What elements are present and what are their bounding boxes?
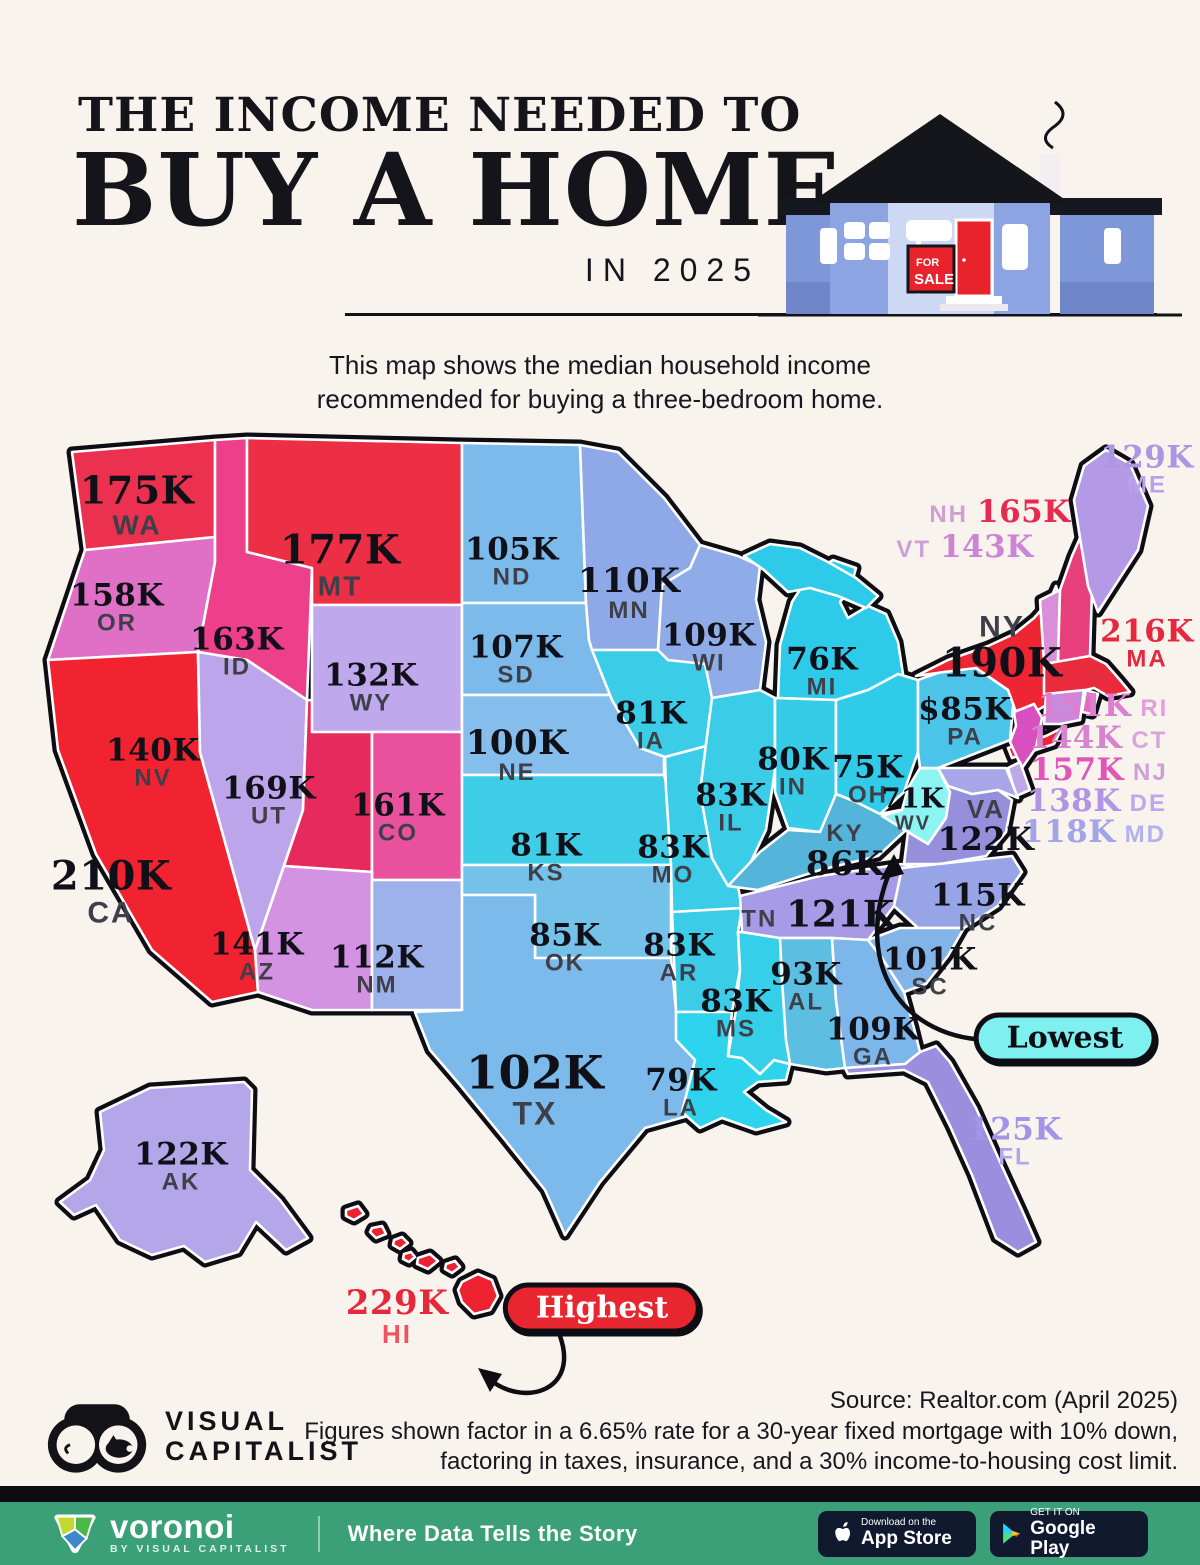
footer-black-strip: [0, 1486, 1200, 1502]
google-play-badge-top: GET IT ON: [1030, 1507, 1080, 1519]
state-shape-in: [773, 696, 838, 834]
google-play-icon: [1003, 1523, 1021, 1544]
state-shape-nc: [892, 854, 1024, 930]
app-store-badge[interactable]: Download on the App Store: [818, 1510, 976, 1557]
voronoi-brand: voronoi BY VISUAL CAPITALIST: [52, 1507, 290, 1556]
state-shape-nj: [1008, 702, 1044, 770]
lowest-callout: Lowest: [973, 1012, 1157, 1064]
source-notes: Source: Realtor.com (April 2025) Figures…: [258, 1386, 1178, 1478]
smoke-icon: [1044, 100, 1065, 150]
voronoi-byline: BY VISUAL CAPITALIST: [110, 1543, 290, 1556]
page-title-year: IN 2025: [584, 252, 760, 288]
state-shape-wa: [70, 438, 217, 552]
state-shape-nm: [370, 878, 464, 1012]
footer-tagline: Where Data Tells the Story: [347, 1520, 638, 1546]
for-sale-sign: [906, 244, 956, 294]
method-line2: factoring in taxes, insurance, and a 30%…: [440, 1448, 1178, 1476]
state-shape-co: [370, 730, 464, 882]
source-line: Source: Realtor.com (April 2025): [829, 1387, 1178, 1414]
header-divider: [345, 313, 1157, 316]
front-door: [954, 218, 994, 298]
state-shape-ak: [58, 1080, 310, 1264]
state-shape-tx: [413, 893, 700, 1237]
state-shape-hi: [368, 1224, 388, 1240]
state-shape-nd: [460, 441, 588, 605]
state-shape-hi: [415, 1252, 440, 1271]
voronoi-logo-icon: [54, 1513, 96, 1553]
state-shape-az: [253, 864, 374, 1012]
page-title-line2: BUY A HOME: [72, 131, 841, 249]
state-shape-ky: [726, 792, 908, 892]
state-shape-sc: [866, 926, 966, 994]
vc-logo-line1: VISUAL: [165, 1406, 289, 1437]
state-shape-wi: [656, 543, 768, 700]
state-shape-mi: [742, 542, 880, 610]
app-store-badge-top: Download on the: [861, 1517, 937, 1529]
map-subtitle: This map shows the median household inco…: [316, 350, 884, 415]
svg-text:FOR: FOR: [916, 257, 939, 269]
vc-logo-line2: CAPITALIST: [165, 1436, 362, 1466]
state-shape-ar: [670, 906, 744, 1014]
footer-bar: voronoi BY VISUAL CAPITALIST Where Data …: [0, 1502, 1200, 1565]
house-illustration: FOR SALE: [758, 100, 1182, 317]
visual-capitalist-logo: VISUAL CAPITALIST: [45, 1398, 362, 1476]
state-shape-hi: [456, 1272, 500, 1316]
callout-arrows: [478, 854, 987, 1396]
state-shape-hi: [401, 1250, 417, 1264]
binoculars-pig-icon: [47, 1404, 147, 1473]
google-play-badge[interactable]: GET IT ON Google Play: [990, 1507, 1148, 1559]
state-shape-ks: [460, 773, 673, 867]
method-line1: Figures shown factor in a 6.65% rate for…: [304, 1417, 1178, 1445]
state-shape-ct: [1042, 688, 1086, 726]
highest-arrowhead-icon: [478, 1368, 502, 1392]
state-shape-fl: [843, 1044, 1038, 1254]
svg-text:SALE: SALE: [914, 271, 954, 288]
lowest-arrowhead-icon: [880, 854, 904, 880]
page-title-line1: THE INCOME NEEDED TO: [78, 88, 802, 143]
state-shape-me: [1072, 448, 1150, 614]
state-shape-hi: [391, 1235, 410, 1251]
voronoi-wordmark: voronoi: [110, 1507, 235, 1545]
state-shape-md: [936, 766, 1020, 800]
state-shape-or: [46, 535, 217, 662]
state-shape-hi: [443, 1259, 462, 1275]
footer-divider: [317, 1515, 320, 1552]
state-shape-wy: [310, 603, 464, 734]
google-play-badge-bottom: Google Play: [1030, 1517, 1096, 1559]
highest-callout: Highest: [502, 1282, 702, 1334]
apple-icon: [835, 1521, 851, 1541]
state-shape-hi: [344, 1204, 366, 1222]
app-store-badge-bottom: App Store: [861, 1527, 952, 1549]
